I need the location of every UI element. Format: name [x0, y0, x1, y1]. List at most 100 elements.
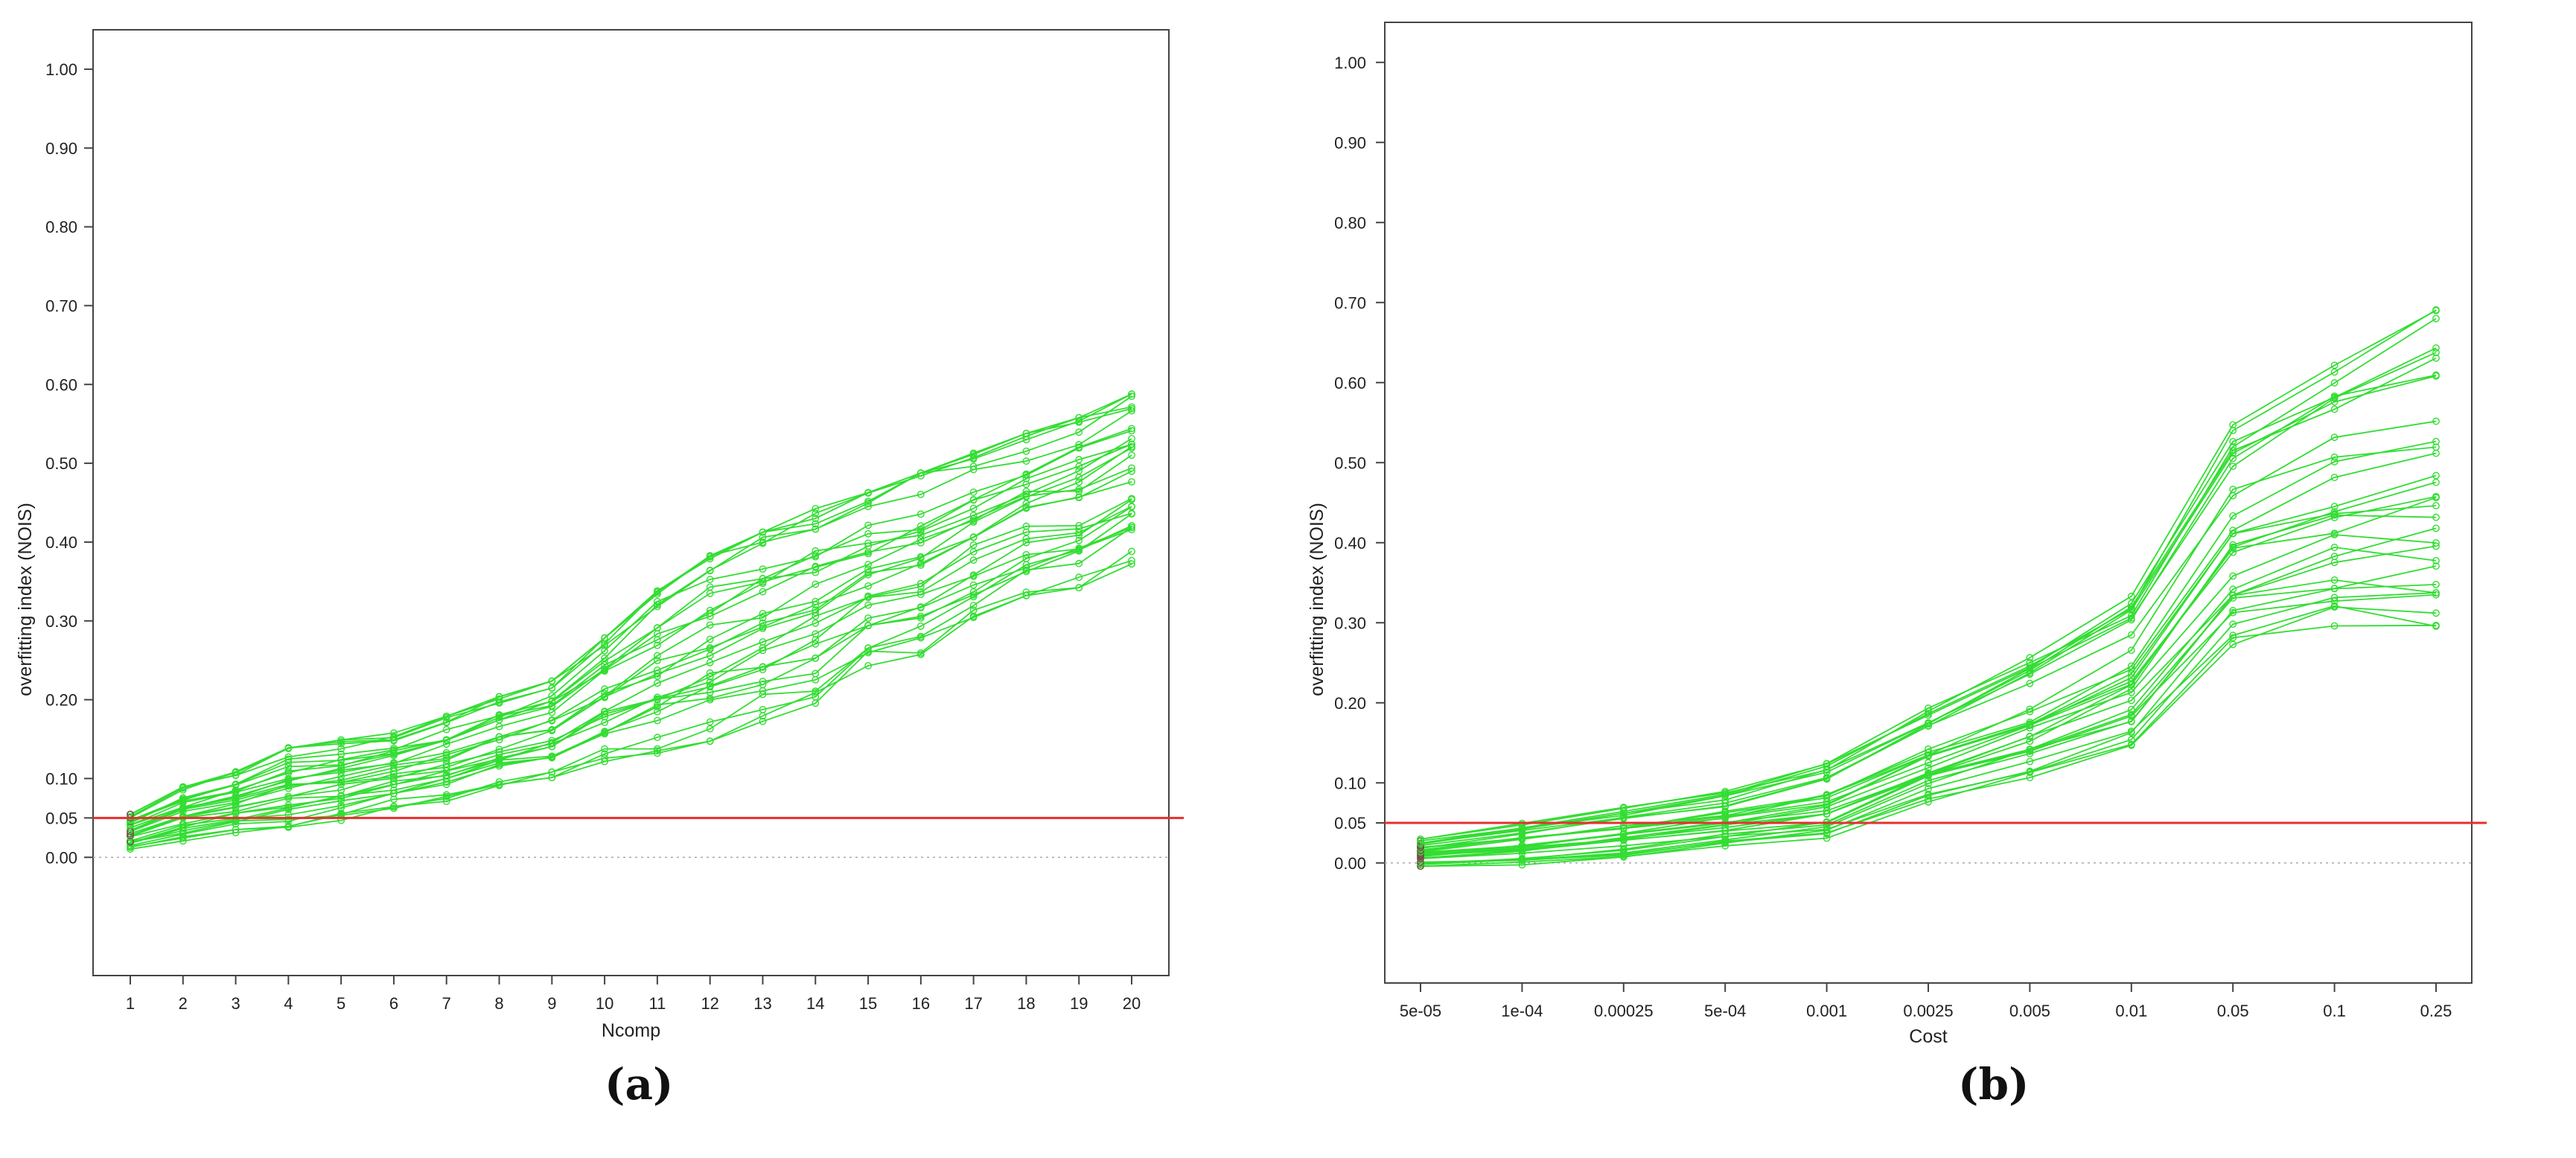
data-point	[864, 529, 873, 538]
data-point	[916, 539, 925, 547]
data-point	[495, 780, 503, 789]
data-point	[654, 703, 661, 710]
y-axis-title: overfitting index (NOIS)	[15, 503, 36, 696]
y-tick-label: 0.40	[45, 533, 77, 552]
data-point	[706, 589, 714, 597]
x-tick-label: 9	[547, 994, 556, 1013]
series-20	[127, 451, 1135, 829]
data-point	[2229, 454, 2237, 462]
data-point	[864, 499, 873, 507]
series-5	[1417, 524, 2440, 867]
y-tick-label: 0.70	[45, 296, 77, 315]
data-point	[812, 597, 820, 605]
data-point	[2127, 736, 2135, 744]
x-tick-label: 0.1	[2323, 1002, 2346, 1020]
series-line	[1420, 347, 2437, 840]
data-point	[2026, 733, 2034, 741]
data-point	[1128, 451, 1135, 459]
data-point	[1518, 856, 1526, 865]
chart-a: 0.00 0.05 0.10 0.20 0.30 0.40 0.50 0.60 0.70 0.80…	[15, 29, 1184, 1041]
data-point	[601, 750, 608, 758]
data-point	[654, 652, 661, 660]
data-point	[916, 622, 925, 630]
data-point	[548, 702, 556, 710]
data-point	[1128, 478, 1135, 486]
series-line	[1420, 505, 2437, 858]
data-point	[864, 582, 873, 590]
data-point	[1128, 524, 1135, 532]
series-line	[1420, 310, 2437, 840]
data-point	[390, 737, 398, 745]
series-line	[130, 407, 1132, 815]
y-tick-label: 0.90	[1334, 133, 1366, 152]
data-point	[2229, 421, 2237, 429]
data-point	[706, 606, 714, 614]
data-point	[232, 768, 240, 776]
data-point	[1128, 556, 1135, 564]
data-point	[2330, 368, 2339, 376]
data-point	[916, 614, 925, 622]
data-point	[601, 693, 608, 700]
data-point	[1128, 547, 1135, 556]
data-point	[442, 792, 450, 801]
data-point	[1128, 464, 1135, 472]
x-tick-label: 0.005	[2009, 1002, 2050, 1020]
data-point	[548, 708, 556, 716]
data-point	[864, 550, 873, 558]
data-point	[969, 581, 978, 589]
series-15	[127, 467, 1135, 835]
data-point	[1128, 560, 1135, 568]
data-point	[1128, 407, 1135, 415]
data-point	[2432, 493, 2440, 500]
data-point	[1075, 536, 1083, 544]
data-point	[969, 455, 978, 463]
data-point	[1925, 780, 1932, 788]
data-point	[548, 677, 556, 685]
series-line	[1420, 534, 2437, 854]
data-point	[2432, 371, 2440, 379]
data-point	[1721, 803, 1729, 811]
data-point	[706, 567, 714, 575]
series-line	[1420, 374, 2437, 844]
data-point	[2229, 544, 2237, 552]
data-point	[390, 773, 398, 780]
data-point	[442, 736, 450, 744]
y-tick-label: 0.00	[1334, 854, 1366, 873]
y-tick-label: 0.50	[1334, 454, 1366, 472]
data-point	[706, 621, 714, 629]
data-point	[337, 776, 345, 784]
data-point	[916, 561, 925, 569]
data-point	[2127, 718, 2135, 725]
data-point	[442, 754, 450, 763]
x-tick-label: 20	[1123, 994, 1141, 1013]
data-point	[1075, 559, 1083, 567]
series-line	[1420, 592, 2437, 859]
y-tick-label: 0.30	[45, 612, 77, 631]
x-tick-label: 15	[859, 994, 877, 1013]
data-point	[2330, 553, 2339, 560]
data-point	[1925, 707, 1932, 715]
data-point	[284, 776, 293, 783]
data-point	[1925, 759, 1932, 767]
x-tick-label: 0.05	[2217, 1002, 2249, 1020]
x-tick-label: 6	[389, 994, 398, 1013]
data-point	[548, 774, 556, 782]
series-line	[130, 506, 1132, 837]
data-point	[2229, 591, 2237, 599]
series-3	[127, 496, 1135, 850]
data-point	[759, 717, 767, 725]
data-point	[969, 556, 978, 564]
data-point	[812, 520, 820, 528]
data-point	[654, 657, 661, 664]
data-point	[1128, 424, 1135, 433]
x-tick-label: 1e-04	[1501, 1002, 1543, 1020]
y-tick-label: 0.60	[45, 375, 77, 394]
x-tick-label: 8	[494, 994, 503, 1013]
data-point	[548, 753, 556, 761]
y-tick-label: 0.50	[45, 454, 77, 473]
data-point	[1925, 711, 1932, 719]
data-point	[654, 745, 661, 753]
data-point	[1823, 834, 1831, 842]
caption-b: (b)	[1958, 1059, 2030, 1110]
x-tick-label: 5e-04	[1704, 1002, 1746, 1020]
